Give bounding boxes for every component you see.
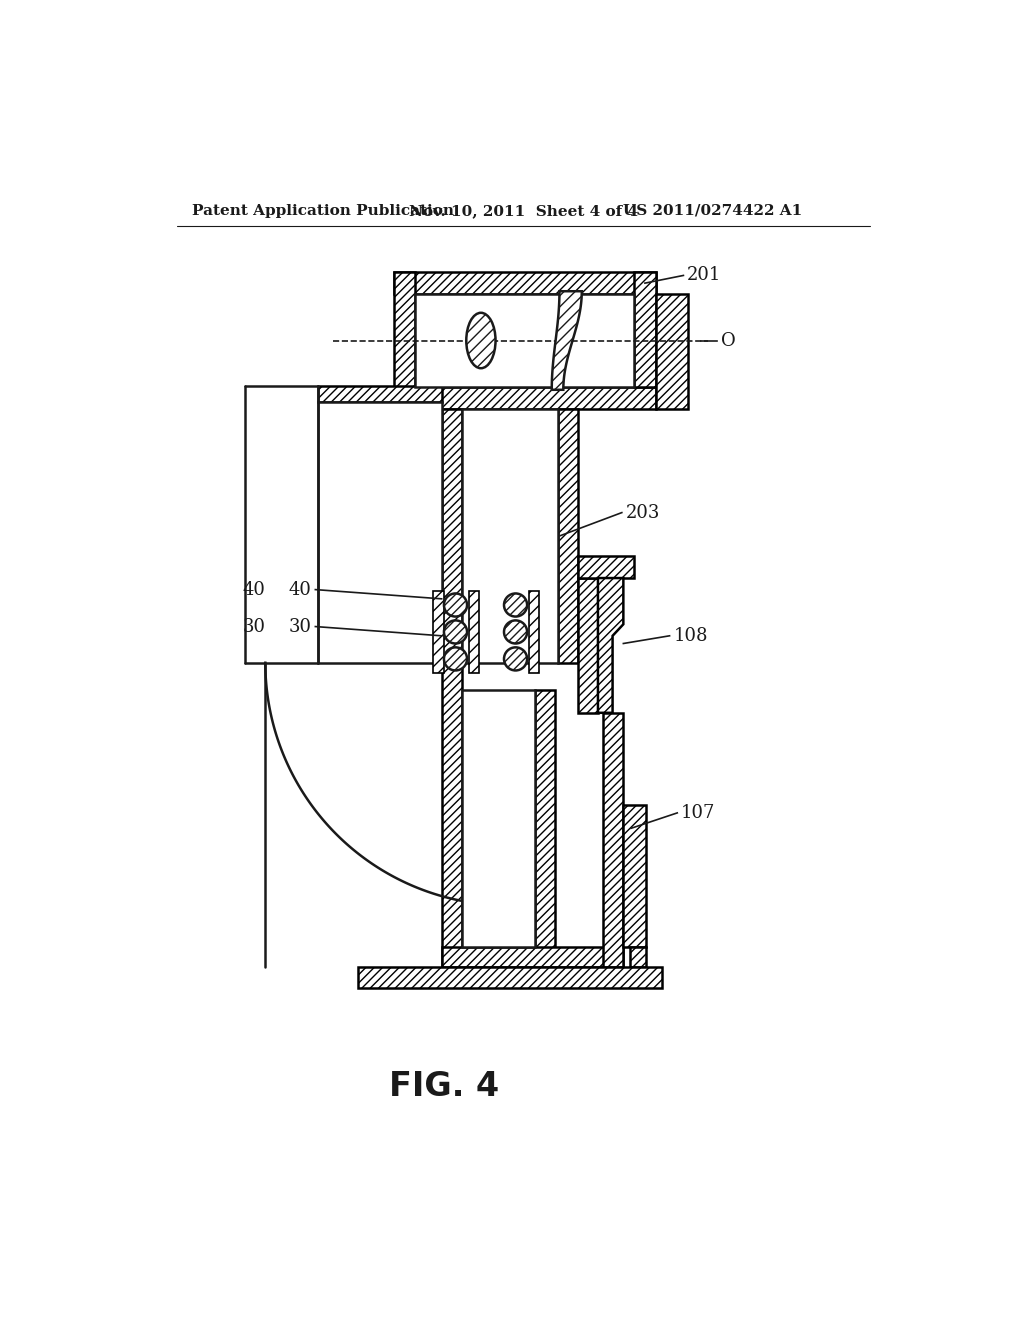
- Polygon shape: [552, 292, 582, 389]
- Bar: [317, 385, 441, 403]
- Bar: [441, 663, 462, 966]
- Bar: [578, 578, 598, 713]
- Bar: [433, 591, 444, 673]
- Text: O: O: [721, 331, 736, 350]
- Bar: [394, 272, 416, 409]
- Bar: [357, 966, 662, 989]
- Bar: [624, 805, 646, 946]
- Bar: [634, 272, 655, 387]
- Bar: [441, 409, 462, 663]
- Circle shape: [444, 594, 467, 616]
- Ellipse shape: [466, 313, 496, 368]
- Text: FIG. 4: FIG. 4: [388, 1069, 499, 1102]
- Text: 30: 30: [243, 618, 265, 635]
- Text: 108: 108: [674, 627, 708, 644]
- Bar: [462, 409, 558, 663]
- Text: 40: 40: [289, 581, 311, 598]
- Bar: [441, 946, 624, 966]
- Bar: [394, 387, 655, 409]
- Circle shape: [504, 594, 527, 616]
- Circle shape: [504, 647, 527, 671]
- Polygon shape: [598, 578, 624, 713]
- Bar: [528, 591, 540, 673]
- Bar: [603, 713, 624, 966]
- Bar: [462, 689, 535, 946]
- Circle shape: [504, 620, 527, 644]
- Text: 203: 203: [626, 504, 660, 521]
- Bar: [630, 946, 646, 966]
- Text: US 2011/0274422 A1: US 2011/0274422 A1: [624, 203, 803, 218]
- Bar: [558, 409, 578, 663]
- Text: 40: 40: [243, 581, 265, 598]
- Text: 201: 201: [687, 267, 722, 284]
- Bar: [535, 689, 555, 966]
- Text: Patent Application Publication: Patent Application Publication: [193, 203, 455, 218]
- Bar: [394, 272, 655, 294]
- Bar: [317, 403, 441, 663]
- Bar: [578, 557, 634, 578]
- Bar: [416, 294, 634, 387]
- Text: Nov. 10, 2011  Sheet 4 of 4: Nov. 10, 2011 Sheet 4 of 4: [410, 203, 638, 218]
- Bar: [469, 591, 479, 673]
- Circle shape: [444, 620, 467, 644]
- Text: 30: 30: [289, 618, 311, 635]
- Text: 107: 107: [681, 804, 716, 822]
- Circle shape: [444, 647, 467, 671]
- Bar: [655, 294, 688, 409]
